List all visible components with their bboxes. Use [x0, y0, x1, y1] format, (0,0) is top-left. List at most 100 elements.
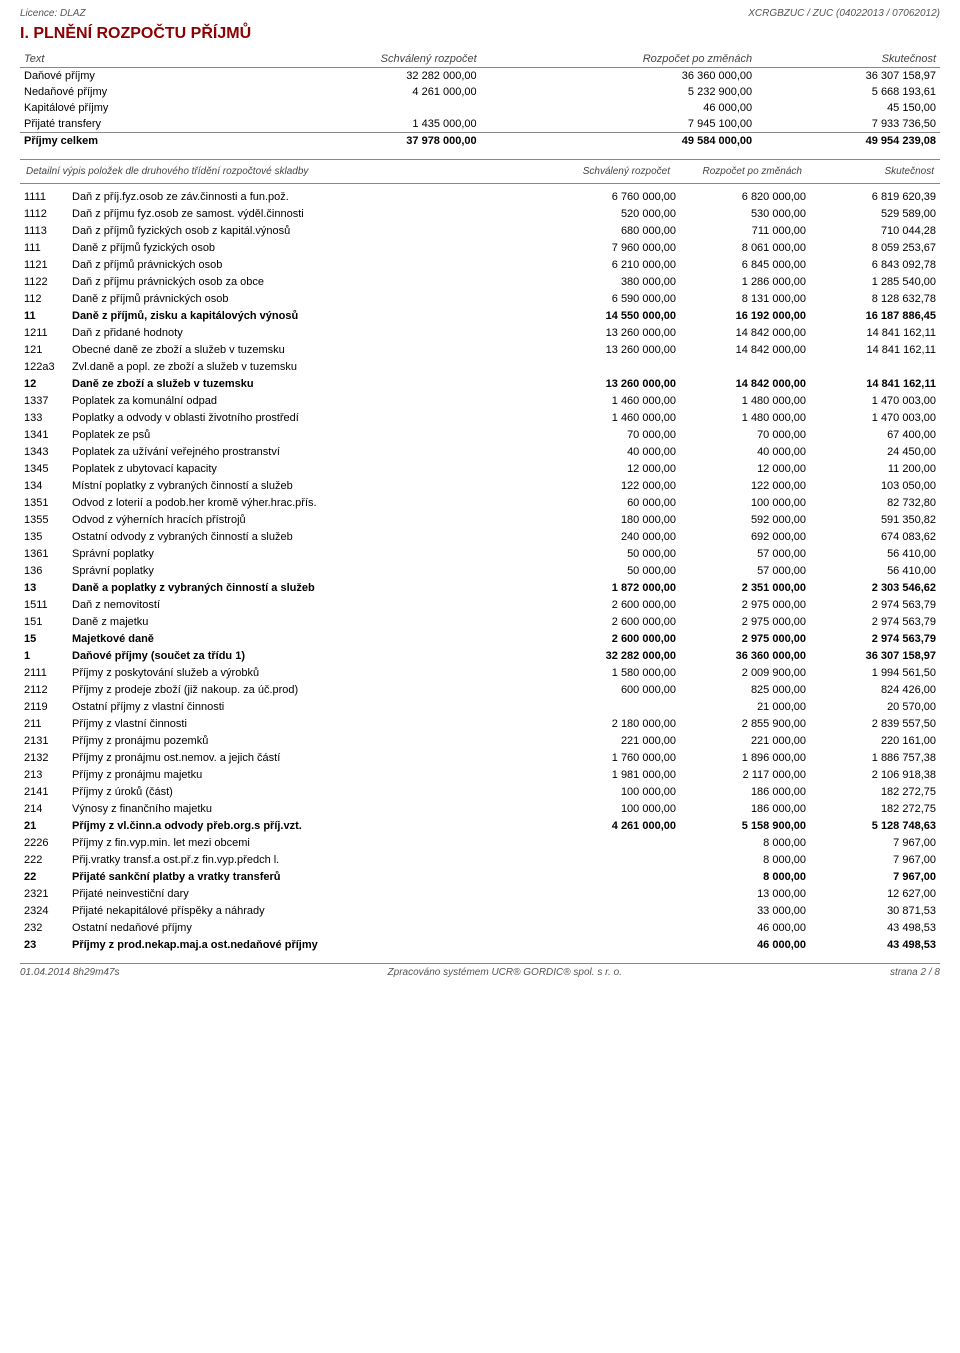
row-actual: 14 841 162,11 — [810, 324, 940, 341]
row-code: 111 — [20, 239, 68, 256]
row-changes: 592 000,00 — [680, 511, 810, 528]
row-label: Daň z nemovitostí — [68, 596, 550, 613]
row-actual: 14 841 162,11 — [810, 375, 940, 392]
row-code: 112 — [20, 290, 68, 307]
table-row: 2119Ostatní příjmy z vlastní činnosti21 … — [20, 698, 940, 715]
summary-value: 5 232 900,00 — [481, 84, 757, 100]
row-approved: 2 600 000,00 — [550, 630, 680, 647]
row-approved: 122 000,00 — [550, 477, 680, 494]
row-changes: 100 000,00 — [680, 494, 810, 511]
row-approved: 12 000,00 — [550, 460, 680, 477]
row-label: Poplatek z ubytovací kapacity — [68, 460, 550, 477]
row-changes: 57 000,00 — [680, 562, 810, 579]
table-row: 1211Daň z přidané hodnoty13 260 000,0014… — [20, 324, 940, 341]
table-row: 1345Poplatek z ubytovací kapacity12 000,… — [20, 460, 940, 477]
row-approved: 14 550 000,00 — [550, 307, 680, 324]
row-code: 12 — [20, 375, 68, 392]
table-row: 213Příjmy z pronájmu majetku1 981 000,00… — [20, 766, 940, 783]
table-row: 1343Poplatek za užívání veřejného prostr… — [20, 443, 940, 460]
summary-value: 49 584 000,00 — [481, 133, 757, 150]
row-label: Příjmy z vl.činn.a odvody přeb.org.s pří… — [68, 817, 550, 834]
row-changes: 2 351 000,00 — [680, 579, 810, 596]
row-actual: 7 967,00 — [810, 834, 940, 851]
table-row: 2321Přijaté neinvestiční dary13 000,0012… — [20, 885, 940, 902]
row-approved: 100 000,00 — [550, 783, 680, 800]
table-row: 2324Přijaté nekapitálové příspěky a náhr… — [20, 902, 940, 919]
row-changes: 221 000,00 — [680, 732, 810, 749]
table-row: 112Daně z příjmů právnických osob6 590 0… — [20, 290, 940, 307]
summary-table: Text Schválený rozpočet Rozpočet po změn… — [20, 51, 940, 149]
row-label: Přij.vratky transf.a ost.př.z fin.vyp.př… — [68, 851, 550, 868]
table-row: 2132Příjmy z pronájmu ost.nemov. a jejic… — [20, 749, 940, 766]
row-changes: 2 975 000,00 — [680, 630, 810, 647]
row-label: Daň z příjmů fyzických osob z kapitál.vý… — [68, 222, 550, 239]
row-changes: 2 975 000,00 — [680, 613, 810, 630]
row-code: 15 — [20, 630, 68, 647]
row-approved: 70 000,00 — [550, 426, 680, 443]
row-approved: 520 000,00 — [550, 205, 680, 222]
row-actual: 11 200,00 — [810, 460, 940, 477]
row-code: 1355 — [20, 511, 68, 528]
row-changes: 1 480 000,00 — [680, 409, 810, 426]
table-row: 1355Odvod z výherních hracích přístrojů1… — [20, 511, 940, 528]
table-row: 135Ostatní odvody z vybraných činností a… — [20, 528, 940, 545]
row-approved — [550, 902, 680, 919]
row-label: Příjmy z úroků (část) — [68, 783, 550, 800]
row-code: 22 — [20, 868, 68, 885]
row-changes: 186 000,00 — [680, 800, 810, 817]
header-code: XCRGBZUC / ZUC (04022013 / 07062012) — [748, 8, 940, 19]
summary-header-row: Text Schválený rozpočet Rozpočet po změn… — [20, 51, 940, 68]
summary-value: 45 150,00 — [756, 100, 940, 116]
row-label: Správní poplatky — [68, 562, 550, 579]
col-approved: Schválený rozpočet — [237, 51, 481, 68]
row-label: Příjmy z pronájmu pozemků — [68, 732, 550, 749]
row-actual: 43 498,53 — [810, 936, 940, 953]
row-label: Odvod z loterií a podob.her kromě výher.… — [68, 494, 550, 511]
row-actual: 7 967,00 — [810, 868, 940, 885]
summary-label: Kapitálové příjmy — [20, 100, 237, 116]
row-changes: 6 820 000,00 — [680, 188, 810, 205]
row-approved: 1 460 000,00 — [550, 392, 680, 409]
summary-row: Přijaté transfery1 435 000,007 945 100,0… — [20, 116, 940, 133]
table-row: 22Přijaté sankční platby a vratky transf… — [20, 868, 940, 885]
row-label: Příjmy z pronájmu majetku — [68, 766, 550, 783]
col-text: Text — [20, 51, 237, 68]
table-row: 2141Příjmy z úroků (část)100 000,00186 0… — [20, 783, 940, 800]
row-changes: 8 061 000,00 — [680, 239, 810, 256]
table-row: 133Poplatky a odvody v oblasti životního… — [20, 409, 940, 426]
summary-value: 4 261 000,00 — [237, 84, 481, 100]
row-actual: 20 570,00 — [810, 698, 940, 715]
table-row: 151Daně z majetku2 600 000,002 975 000,0… — [20, 613, 940, 630]
row-approved: 13 260 000,00 — [550, 375, 680, 392]
row-code: 135 — [20, 528, 68, 545]
row-code: 1211 — [20, 324, 68, 341]
summary-value: 36 307 158,97 — [756, 68, 940, 85]
row-approved: 32 282 000,00 — [550, 647, 680, 664]
row-approved: 180 000,00 — [550, 511, 680, 528]
row-actual: 591 350,82 — [810, 511, 940, 528]
summary-row: Příjmy celkem37 978 000,0049 584 000,004… — [20, 133, 940, 150]
row-approved — [550, 919, 680, 936]
row-changes: 46 000,00 — [680, 919, 810, 936]
row-changes: 186 000,00 — [680, 783, 810, 800]
row-approved: 2 180 000,00 — [550, 715, 680, 732]
summary-row: Daňové příjmy32 282 000,0036 360 000,003… — [20, 68, 940, 85]
row-label: Přijaté nekapitálové příspěky a náhrady — [68, 902, 550, 919]
row-changes: 46 000,00 — [680, 936, 810, 953]
row-approved — [550, 698, 680, 715]
row-changes: 1 480 000,00 — [680, 392, 810, 409]
row-actual: 12 627,00 — [810, 885, 940, 902]
table-row: 15Majetkové daně2 600 000,002 975 000,00… — [20, 630, 940, 647]
row-changes: 14 842 000,00 — [680, 324, 810, 341]
row-approved: 6 590 000,00 — [550, 290, 680, 307]
row-code: 1 — [20, 647, 68, 664]
row-code: 2132 — [20, 749, 68, 766]
row-actual: 36 307 158,97 — [810, 647, 940, 664]
row-actual: 14 841 162,11 — [810, 341, 940, 358]
row-approved: 13 260 000,00 — [550, 341, 680, 358]
row-code: 23 — [20, 936, 68, 953]
row-changes: 12 000,00 — [680, 460, 810, 477]
row-changes: 36 360 000,00 — [680, 647, 810, 664]
row-label: Daň z příjmu fyz.osob ze samost. výděl.č… — [68, 205, 550, 222]
summary-value: 49 954 239,08 — [756, 133, 940, 150]
